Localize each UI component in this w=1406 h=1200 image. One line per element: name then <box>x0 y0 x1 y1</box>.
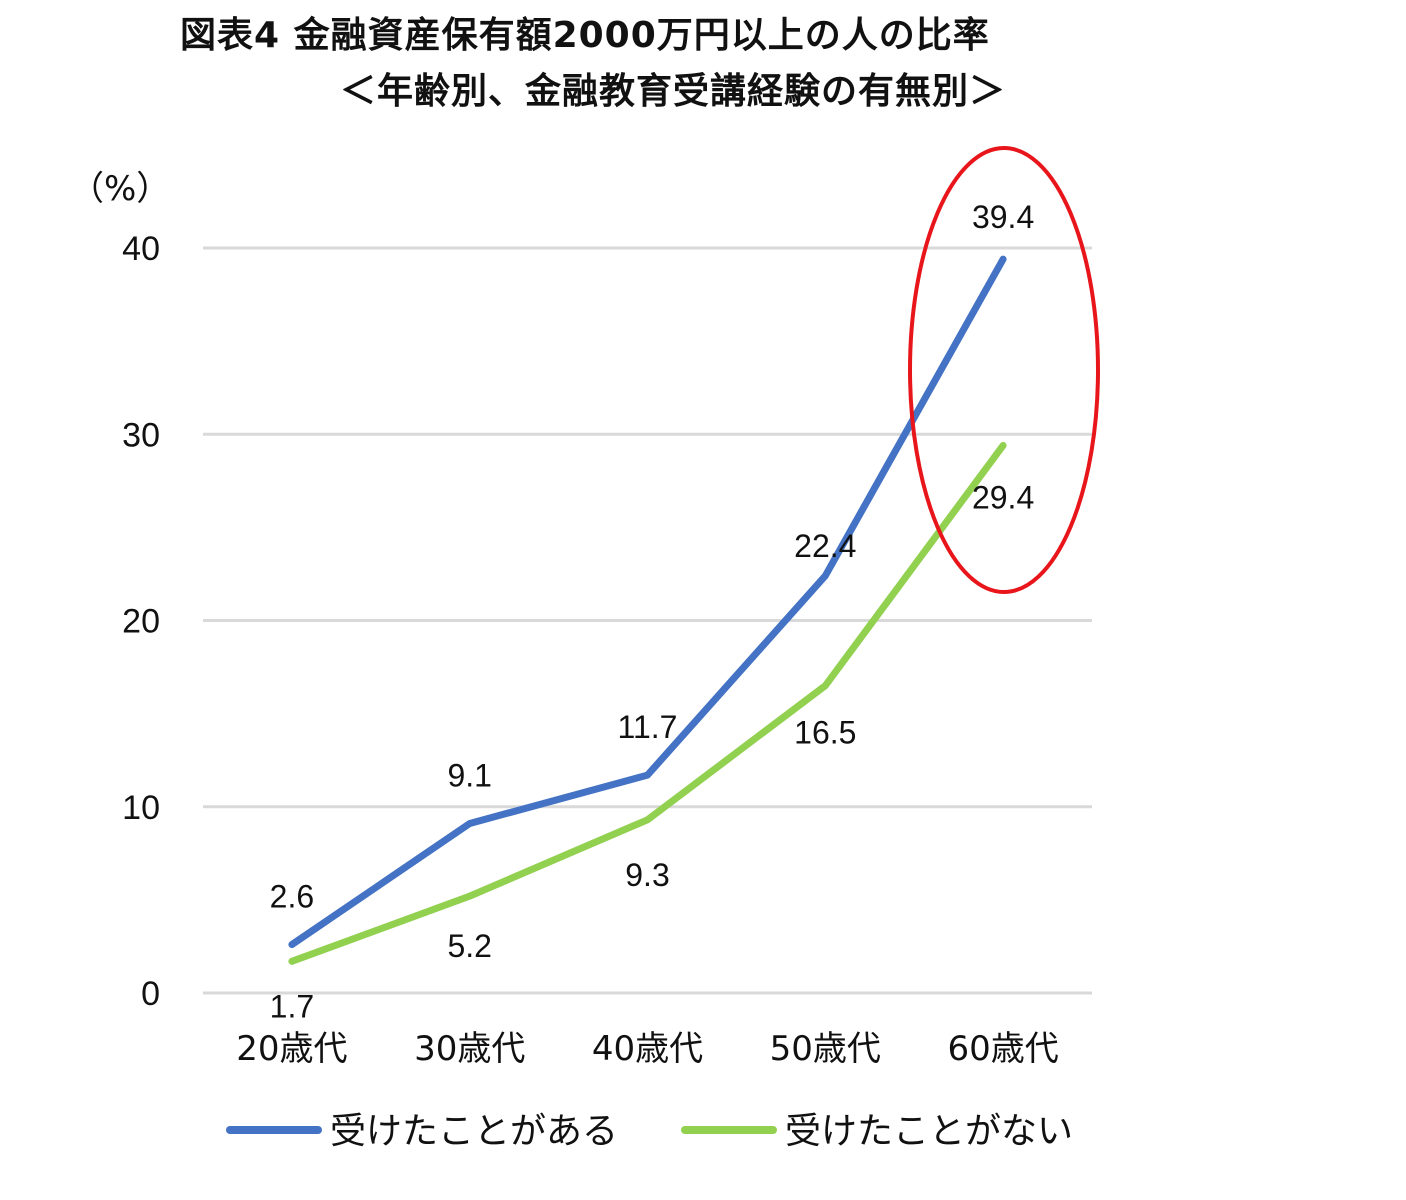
highlight-ellipse <box>908 146 1100 594</box>
x-category-label: 50歳代 <box>770 1029 881 1069</box>
data-label: 22.4 <box>794 528 856 564</box>
x-category-label: 20歳代 <box>236 1029 347 1069</box>
x-category-label: 30歳代 <box>414 1029 525 1069</box>
series-lines <box>288 255 1007 965</box>
x-category-label: 60歳代 <box>947 1029 1058 1069</box>
data-label: 39.4 <box>972 199 1034 235</box>
y-axis-unit-label: （%） <box>70 169 170 209</box>
data-label: 5.2 <box>447 928 491 964</box>
legend: 受けたことがある 受けたことがない <box>226 1111 1073 1152</box>
x-axis-categories: 20歳代 30歳代 40歳代 50歳代 60歳代 <box>236 1029 1058 1069</box>
data-label: 1.7 <box>270 988 314 1024</box>
chart-title-line2: ＜年齢別、金融教育受講経験の有無別＞ <box>340 71 1007 112</box>
chart-title: 図表4 金融資産保有額2000万円以上の人の比率 ＜年齢別、金融教育受講経験の有… <box>0 0 1406 120</box>
data-labels: 2.6 9.1 11.7 22.4 39.4 1.7 5.2 9.3 16.5 29.4 <box>270 199 1035 1024</box>
series-line-0 <box>288 255 1007 949</box>
y-tick-label: 0 <box>141 975 160 1013</box>
y-tick-label: 30 <box>122 416 160 454</box>
y-tick-label: 20 <box>122 603 160 641</box>
data-label: 29.4 <box>972 479 1034 515</box>
legend-label: 受けたことがない <box>785 1111 1073 1152</box>
data-label: 16.5 <box>794 715 856 751</box>
y-axis-ticks: 0 10 20 30 40 <box>122 230 160 1013</box>
y-tick-label: 10 <box>122 789 160 827</box>
chart-title-line1: 図表4 金融資産保有額2000万円以上の人の比率 <box>180 15 990 56</box>
data-label: 9.3 <box>625 857 669 893</box>
data-label: 9.1 <box>447 758 491 794</box>
x-category-label: 40歳代 <box>592 1029 703 1069</box>
y-tick-label: 40 <box>122 230 160 268</box>
series-line-1 <box>288 441 1007 965</box>
legend-label: 受けたことがある <box>330 1111 618 1152</box>
gridlines <box>203 246 1092 995</box>
data-label: 2.6 <box>270 879 314 915</box>
data-label: 11.7 <box>618 709 678 745</box>
